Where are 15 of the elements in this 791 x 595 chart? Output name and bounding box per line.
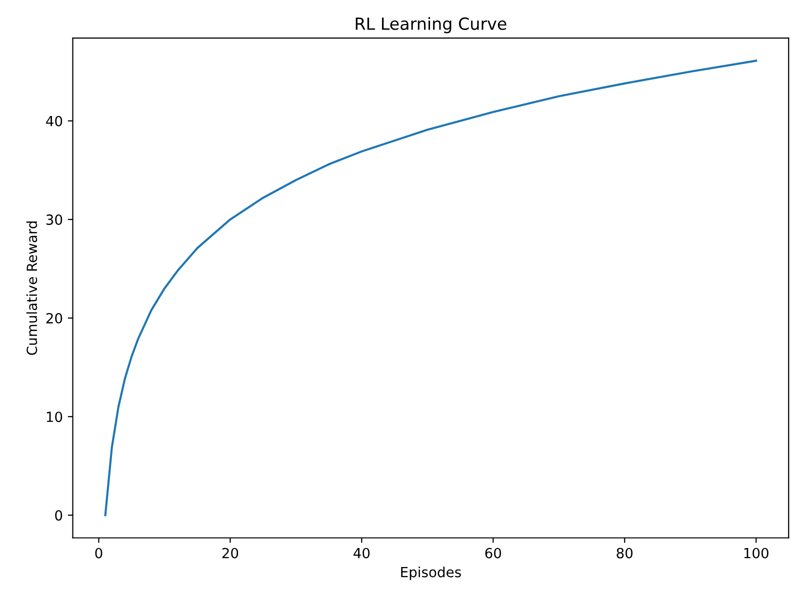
x-axis-title: Episodes [401,566,461,580]
x-tick-label: 60 [485,548,502,558]
x-tick-label: 20 [222,548,238,558]
y-tick-label: 20 [46,313,62,324]
x-tick-label: 0 [95,548,102,558]
x-tick-label: 80 [616,548,633,558]
line-series [104,60,758,516]
x-tick-label: 100 [744,548,768,558]
y-tick-label: 30 [46,214,62,225]
x-tick-label: 40 [354,548,370,558]
y-tick-label: 0 [55,510,62,521]
chart-title: RL Learning Curve [356,17,506,34]
y-tick-label: 40 [46,116,62,126]
y-tick-label: 10 [46,412,62,422]
y-axis-title: Cumulative Reward [26,222,38,355]
